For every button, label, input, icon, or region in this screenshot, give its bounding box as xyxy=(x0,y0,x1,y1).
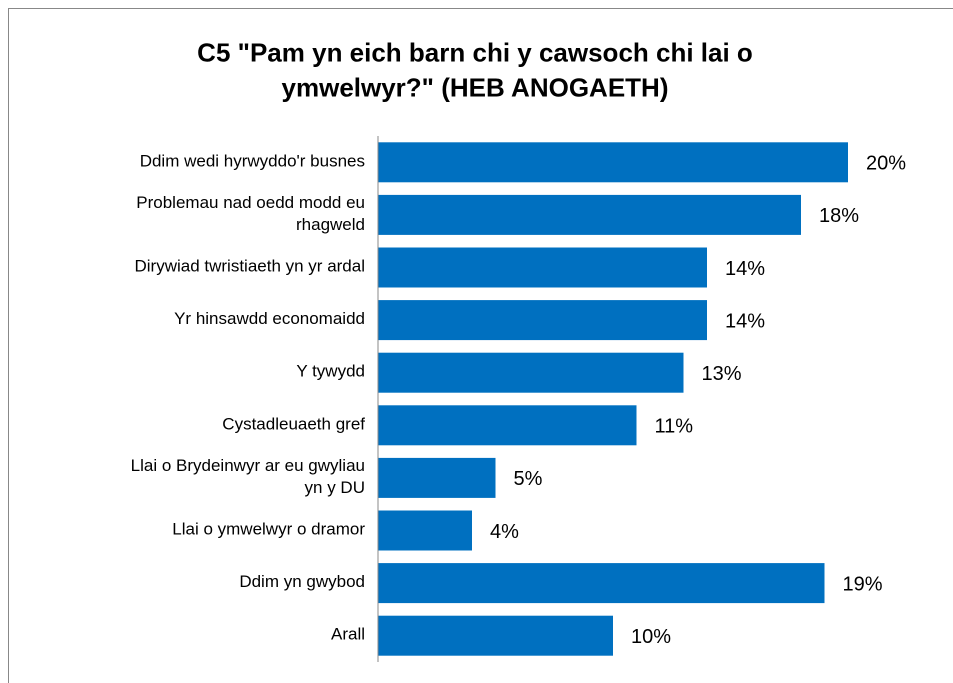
bar xyxy=(378,352,684,393)
chart-title: C5 "Pam yn eich barn chi y cawsoch chi l… xyxy=(197,37,753,102)
value-label: 19% xyxy=(843,573,883,595)
value-label: 10% xyxy=(631,626,671,648)
bar xyxy=(378,405,637,446)
bar xyxy=(378,247,707,288)
y-tick-label: Yr hinsawdd economaidd xyxy=(174,310,365,329)
y-tick-label: Llai o ymwelwyr o dramor xyxy=(172,520,365,539)
value-label: 14% xyxy=(725,310,765,332)
bar xyxy=(378,510,472,551)
value-label: 5% xyxy=(514,468,543,490)
value-label: 13% xyxy=(702,363,742,385)
y-tick-label: Arall xyxy=(331,625,365,644)
bar xyxy=(378,563,825,604)
bar xyxy=(378,457,496,498)
value-label: 20% xyxy=(866,153,906,175)
bar xyxy=(378,194,801,235)
bar xyxy=(378,615,613,656)
bar xyxy=(378,300,707,341)
y-tick-label: Dirywiad twristiaeth yn yr ardal xyxy=(134,257,365,276)
value-label: 18% xyxy=(819,205,859,227)
y-tick-label: Y tywydd xyxy=(296,362,365,381)
value-label: 14% xyxy=(725,258,765,280)
y-tick-label: Cystadleuaeth gref xyxy=(222,415,365,434)
y-tick-label: Llai o Brydeinwyr ar eu gwyliau yn y DU xyxy=(131,456,365,497)
value-label: 4% xyxy=(490,521,519,543)
y-tick-label: Ddim wedi hyrwyddo'r busnes xyxy=(140,152,365,171)
value-label: 11% xyxy=(655,416,694,438)
y-tick-label: Problemau nad oedd modd eu rhagweld xyxy=(136,193,365,234)
y-tick-label: Ddim yn gwybod xyxy=(239,573,365,592)
bar xyxy=(378,142,848,183)
